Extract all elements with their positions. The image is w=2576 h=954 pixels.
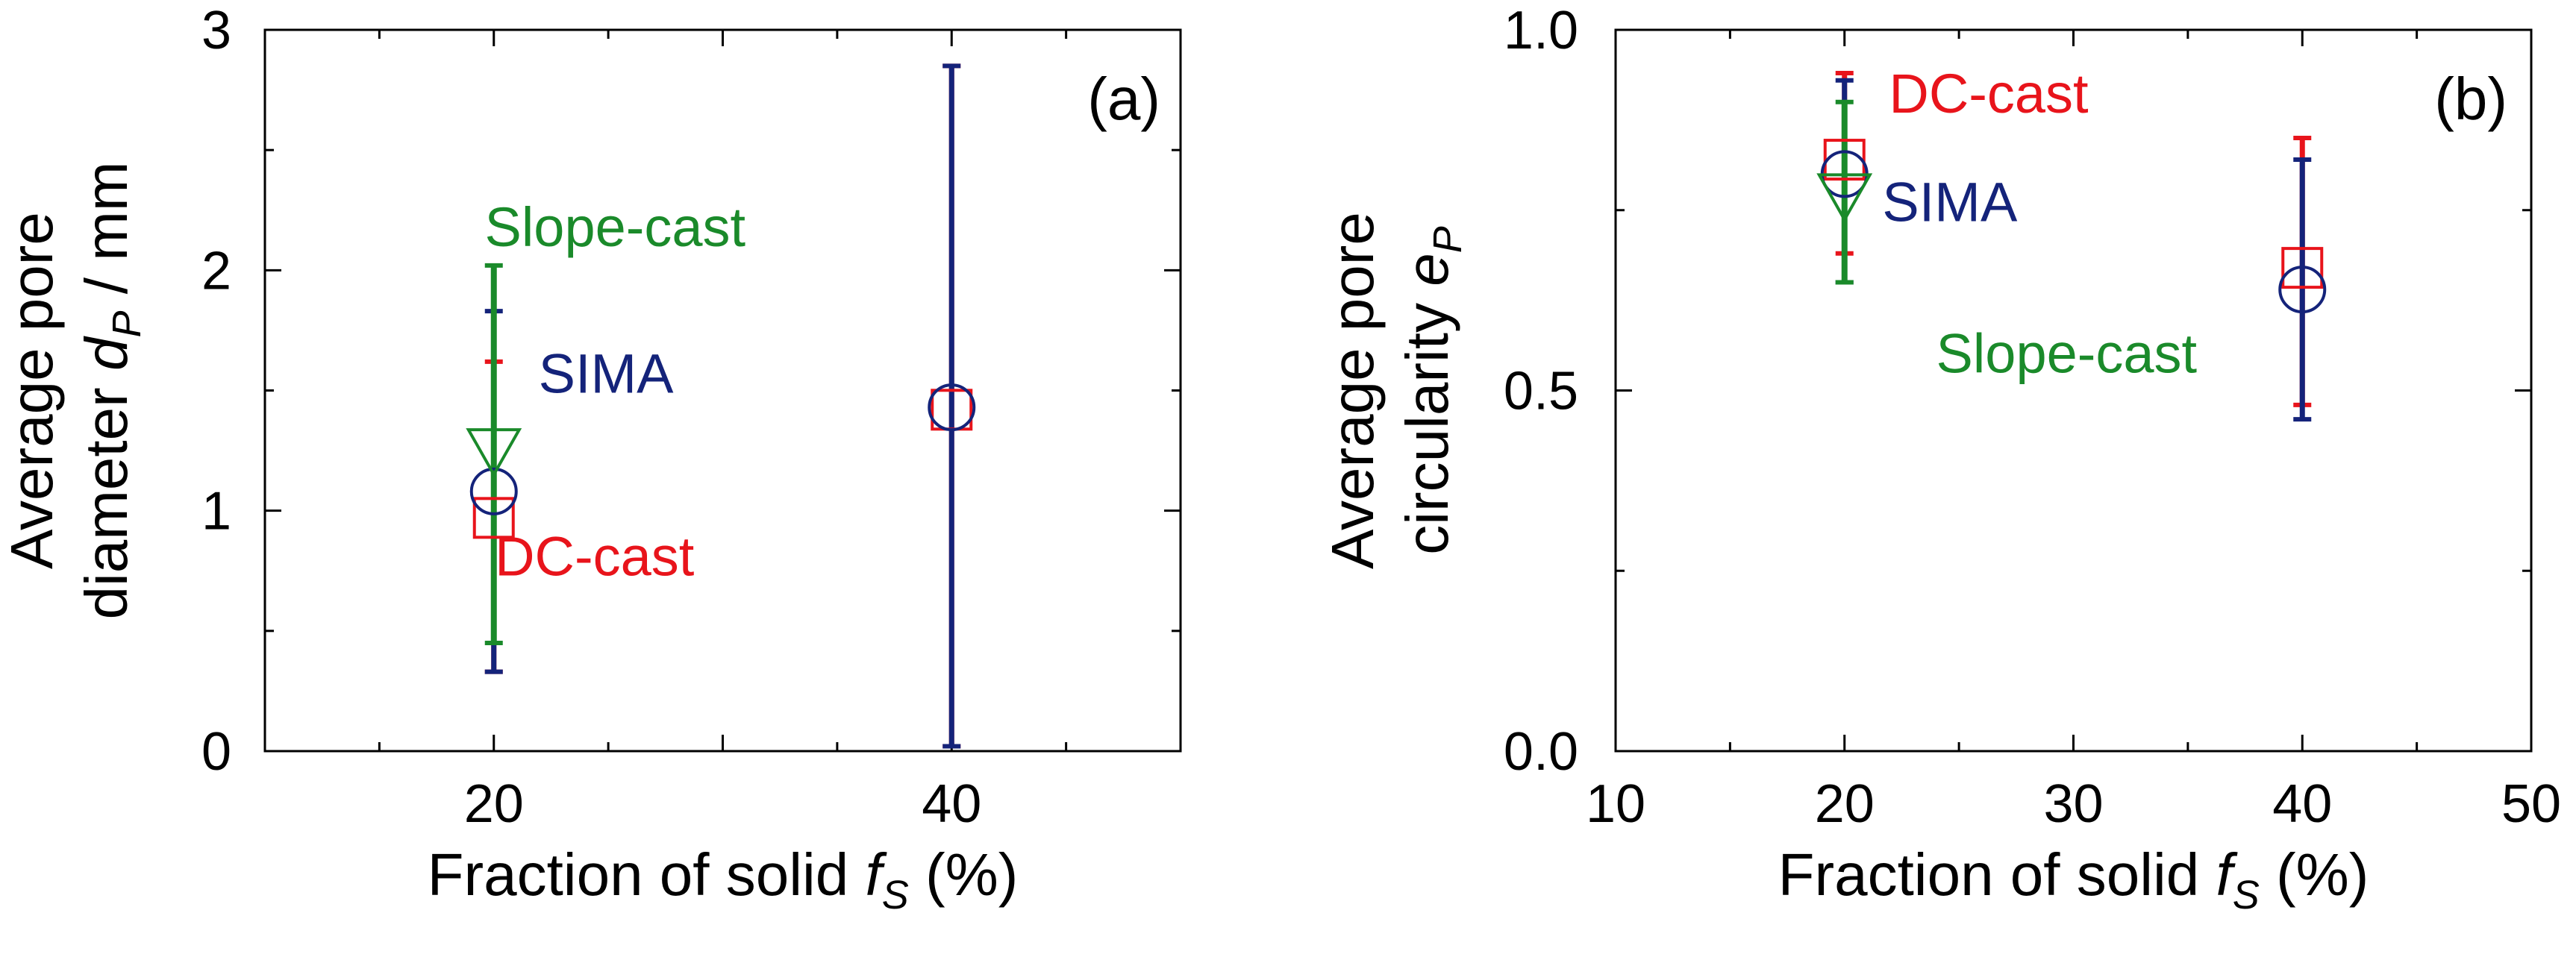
- y-axis-label-line1: Average pore: [0, 212, 65, 569]
- y-axis-label-line2: diameter dP / mm: [73, 162, 149, 620]
- y-axis-label-var: e: [1394, 253, 1460, 286]
- series-dc-cast: [484, 63, 961, 749]
- x-axis-label-text: Fraction of solid: [1778, 841, 2216, 908]
- plot-frame: [263, 28, 1182, 753]
- data-point-square: [2281, 247, 2324, 289]
- x-tick-label: 40: [922, 774, 981, 834]
- panel-label: (b): [2434, 66, 2507, 132]
- plot-frame: [1614, 28, 2533, 753]
- chart-panel-a: 20 40 0 1 2 3 (a) Fraction of solid fS (%) Avera…: [0, 1, 1182, 917]
- x-axis-label: Fraction of solid fS (%): [428, 841, 1019, 917]
- y-axis-label-unit: / mm: [73, 162, 140, 311]
- y-tick-label: 0.0: [1504, 722, 1578, 782]
- x-tick-label: 50: [2501, 774, 2561, 834]
- series-slope-cast: [484, 263, 503, 645]
- series-sima: [484, 63, 961, 749]
- y-tick-label: 0: [201, 722, 231, 782]
- panel-label: (a): [1087, 66, 1160, 132]
- series-slope-cast: [1835, 99, 1854, 285]
- series-label: SIMA: [539, 343, 675, 405]
- series-label: DC-cast: [495, 526, 695, 588]
- x-axis-label-sub: S: [882, 873, 909, 917]
- data-point-square: [472, 497, 515, 539]
- chart-panel-b: 10 20 30 40 50 0.0 0.5 1.0 (b) Fraction of solid …: [1319, 1, 2561, 917]
- x-tick-label: 10: [1586, 774, 1645, 834]
- data-point-triangle: [466, 428, 522, 478]
- x-tick-label: 20: [1815, 774, 1875, 834]
- data-point-circle: [2278, 266, 2327, 314]
- y-tick-label: 1.0: [1504, 1, 1578, 60]
- y-tick-label: 1: [201, 482, 231, 542]
- x-axis-label-unit: (%): [2260, 841, 2369, 908]
- series-label: Slope-cast: [1936, 322, 2197, 384]
- x-axis-label: Fraction of solid fS (%): [1778, 841, 2369, 917]
- x-tick-label: 30: [2043, 774, 2103, 834]
- y-axis-label-var: d: [73, 336, 140, 371]
- y-tick-label: 2: [201, 241, 231, 301]
- data-point-circle: [928, 383, 976, 432]
- x-tick-label: 20: [464, 774, 524, 834]
- x-axis-label-text: Fraction of solid: [428, 841, 866, 908]
- x-tick-label: 40: [2272, 774, 2332, 834]
- series-label: DC-cast: [1889, 63, 2089, 125]
- data-point-square: [1823, 139, 1866, 181]
- y-axis-label-sub: P: [104, 310, 149, 337]
- data-point-circle: [469, 467, 518, 515]
- x-axis-label-sub: S: [2233, 873, 2260, 917]
- y-tick-label: 3: [201, 1, 231, 60]
- y-tick-label: 0.5: [1504, 362, 1578, 421]
- y-axis-label-text: circularity: [1394, 303, 1460, 555]
- y-axis-label-line1: Average pore: [1319, 212, 1386, 569]
- y-axis-label-line2: circularity eP: [1394, 226, 1470, 555]
- series-label: Slope-cast: [485, 196, 746, 258]
- x-axis-label-unit: (%): [909, 841, 1019, 908]
- y-axis-label-sub: P: [1425, 226, 1470, 253]
- y-axis-label-text: diameter: [73, 387, 140, 619]
- data-point-triangle: [1816, 173, 1873, 223]
- series-label: SIMA: [1882, 171, 2018, 233]
